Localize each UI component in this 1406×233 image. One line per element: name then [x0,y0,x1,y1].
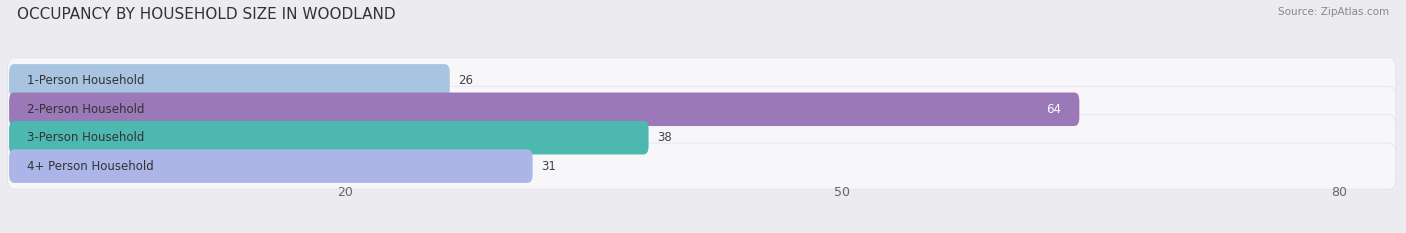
FancyBboxPatch shape [8,149,533,183]
FancyBboxPatch shape [7,58,1396,104]
FancyBboxPatch shape [7,86,1396,132]
FancyBboxPatch shape [8,64,450,98]
Text: 38: 38 [657,131,672,144]
Text: 4+ Person Household: 4+ Person Household [27,160,155,173]
FancyBboxPatch shape [7,143,1396,189]
FancyBboxPatch shape [8,93,1080,126]
Text: Source: ZipAtlas.com: Source: ZipAtlas.com [1278,7,1389,17]
FancyBboxPatch shape [8,121,648,154]
Text: 64: 64 [1046,103,1062,116]
Text: 2-Person Household: 2-Person Household [27,103,145,116]
Text: 31: 31 [541,160,555,173]
FancyBboxPatch shape [7,115,1396,161]
Text: 1-Person Household: 1-Person Household [27,74,145,87]
Text: 3-Person Household: 3-Person Household [27,131,145,144]
Text: OCCUPANCY BY HOUSEHOLD SIZE IN WOODLAND: OCCUPANCY BY HOUSEHOLD SIZE IN WOODLAND [17,7,395,22]
Text: 26: 26 [458,74,472,87]
